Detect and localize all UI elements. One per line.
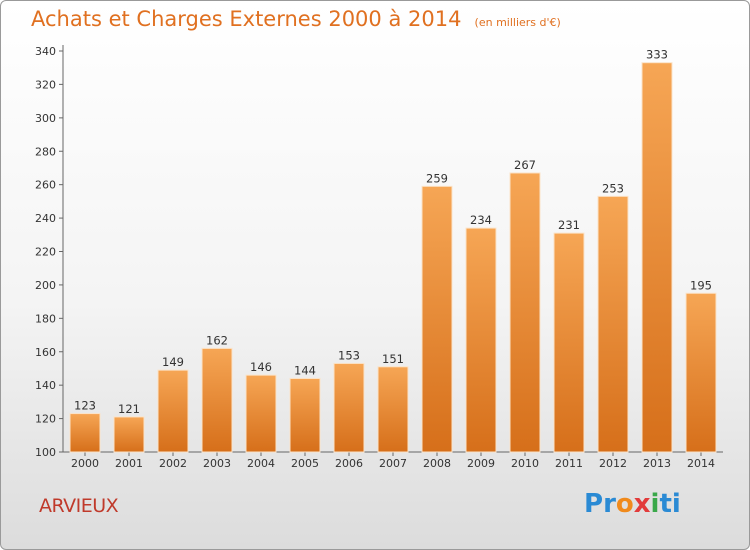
y-tick-label: 340 (35, 45, 56, 58)
y-tick-label: 220 (35, 246, 56, 259)
data-label: 195 (690, 278, 712, 292)
y-tick-label: 180 (35, 312, 56, 325)
y-tick-label: 320 (35, 78, 56, 91)
bar (201, 347, 233, 453)
data-label: 151 (382, 352, 404, 366)
data-label: 267 (514, 158, 536, 172)
chart-title: Achats et Charges Externes 2000 à 2014 (31, 7, 462, 31)
bar (685, 292, 717, 453)
x-tick-label: 2002 (159, 457, 187, 470)
bar (421, 185, 453, 453)
bar (333, 362, 365, 453)
x-tick-label: 2004 (247, 457, 275, 470)
bar (597, 195, 629, 453)
x-tick-label: 2006 (335, 457, 363, 470)
x-tick-label: 2010 (511, 457, 539, 470)
data-label: 149 (162, 355, 184, 369)
logo-letter: x (633, 489, 651, 519)
bar (289, 377, 321, 453)
data-label: 234 (470, 213, 492, 227)
logo-letter: r (603, 489, 616, 519)
bar (113, 416, 145, 453)
x-tick-label: 2005 (291, 457, 319, 470)
y-tick-label: 160 (35, 346, 56, 359)
y-tick-label: 100 (35, 446, 56, 459)
y-tick-label: 260 (35, 179, 56, 192)
chart-labels: 123 121 149 162 146 144 153 151 259 234 267 231 253 3… (74, 48, 712, 416)
data-label: 146 (250, 360, 272, 374)
logo-letter: ti (659, 489, 681, 519)
y-tick-label: 280 (35, 145, 56, 158)
y-tick-label: 140 (35, 379, 56, 392)
x-tick-label: 2013 (643, 457, 671, 470)
data-label: 123 (74, 399, 96, 413)
y-tick-label: 120 (35, 413, 56, 426)
logo-letter: o (615, 489, 634, 519)
bar (69, 413, 101, 453)
logo-letter: i (650, 489, 660, 519)
y-tick-label: 240 (35, 212, 56, 225)
y-tick-label: 200 (35, 279, 56, 292)
data-label: 144 (294, 363, 316, 377)
x-tick-label: 2007 (379, 457, 407, 470)
chart-unit: (en milliers d'€) (474, 16, 561, 29)
bar (157, 369, 189, 453)
data-label: 253 (602, 181, 624, 195)
chart-axes: 100 120 140 160 180 200 220 240 260 280 300 320 340 2… (35, 45, 723, 470)
bar (465, 227, 497, 453)
bar (377, 366, 409, 453)
x-tick-label: 2012 (599, 457, 627, 470)
x-tick-label: 2000 (71, 457, 99, 470)
x-tick-label: 2011 (555, 457, 583, 470)
bar (641, 62, 673, 453)
logo-letter: P (584, 489, 604, 519)
x-tick-label: 2014 (687, 457, 715, 470)
bar (245, 374, 277, 453)
x-tick-label: 2003 (203, 457, 231, 470)
x-tick-label: 2001 (115, 457, 143, 470)
data-label: 153 (338, 348, 360, 362)
data-label: 333 (646, 48, 668, 62)
data-label: 259 (426, 171, 448, 185)
x-tick-label: 2009 (467, 457, 495, 470)
data-label: 121 (118, 402, 140, 416)
chart-title-block: Achats et Charges Externes 2000 à 2014 (… (31, 7, 561, 31)
x-tick-label: 2008 (423, 457, 451, 470)
data-label: 162 (206, 333, 228, 347)
data-label: 231 (558, 218, 580, 232)
bar (553, 232, 585, 453)
commune-name: ARVIEUX (39, 495, 119, 517)
bar (509, 172, 541, 453)
proxiti-logo[interactable]: Proxiti (584, 489, 681, 519)
y-tick-label: 300 (35, 112, 56, 125)
chart-bars (69, 62, 717, 453)
